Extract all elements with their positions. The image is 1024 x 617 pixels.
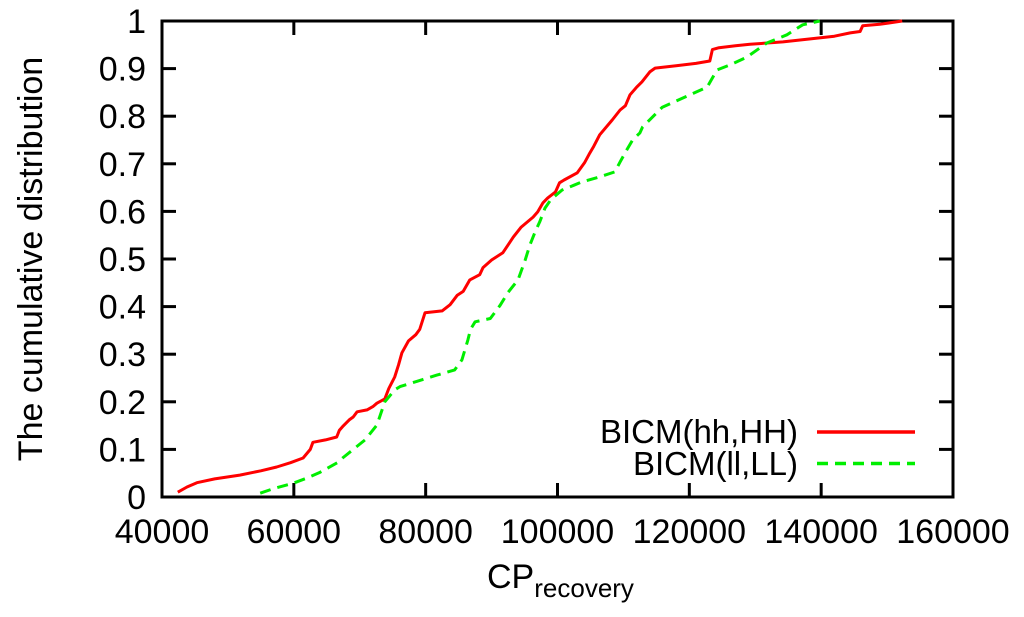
y-tick-label: 1 <box>127 3 146 41</box>
y-tick-label: 0.6 <box>99 193 146 231</box>
y-tick-label: 0.1 <box>99 431 146 469</box>
x-axis-title-subscript: recovery <box>534 573 634 603</box>
x-tick-label: 60000 <box>247 513 342 551</box>
y-tick-labels: 0 0.1 0.2 0.3 0.4 0.5 0.6 0.7 0.8 0.9 1 <box>99 3 146 517</box>
y-tick-label: 0 <box>127 479 146 517</box>
y-tick-label: 0.9 <box>99 51 146 89</box>
legend-line-samples <box>817 430 915 466</box>
y-tick-label: 0.4 <box>99 289 146 327</box>
y-tick-label: 0.2 <box>99 384 146 422</box>
plot-border <box>160 19 955 499</box>
y-tick-label: 0.7 <box>99 146 146 184</box>
data-series <box>177 19 903 495</box>
y-tick-label: 0.3 <box>99 336 146 374</box>
axis-ticks <box>160 19 955 499</box>
y-axis-title: The cumulative distribution <box>12 57 50 461</box>
x-tick-label: 160000 <box>896 513 1009 551</box>
y-tick-label: 0.8 <box>99 98 146 136</box>
x-tick-label: 120000 <box>633 513 746 551</box>
x-tick-label: 40000 <box>115 513 210 551</box>
legend-label-bicm-ll: BICM(ll,LL) <box>633 445 798 482</box>
x-tick-label: 80000 <box>378 513 473 551</box>
x-tick-label: 140000 <box>764 513 877 551</box>
x-axis-title: CPrecovery <box>487 558 634 603</box>
y-tick-label: 0.5 <box>99 241 146 279</box>
curve-bicm-hh <box>177 19 903 494</box>
x-axis-title-main: CP <box>487 558 534 596</box>
x-tick-label: 100000 <box>501 513 614 551</box>
legend-label-bicm-hh: BICM(hh,HH) <box>600 413 798 450</box>
x-tick-labels: 40000 60000 80000 100000 120000 140000 160000 <box>115 513 1010 551</box>
